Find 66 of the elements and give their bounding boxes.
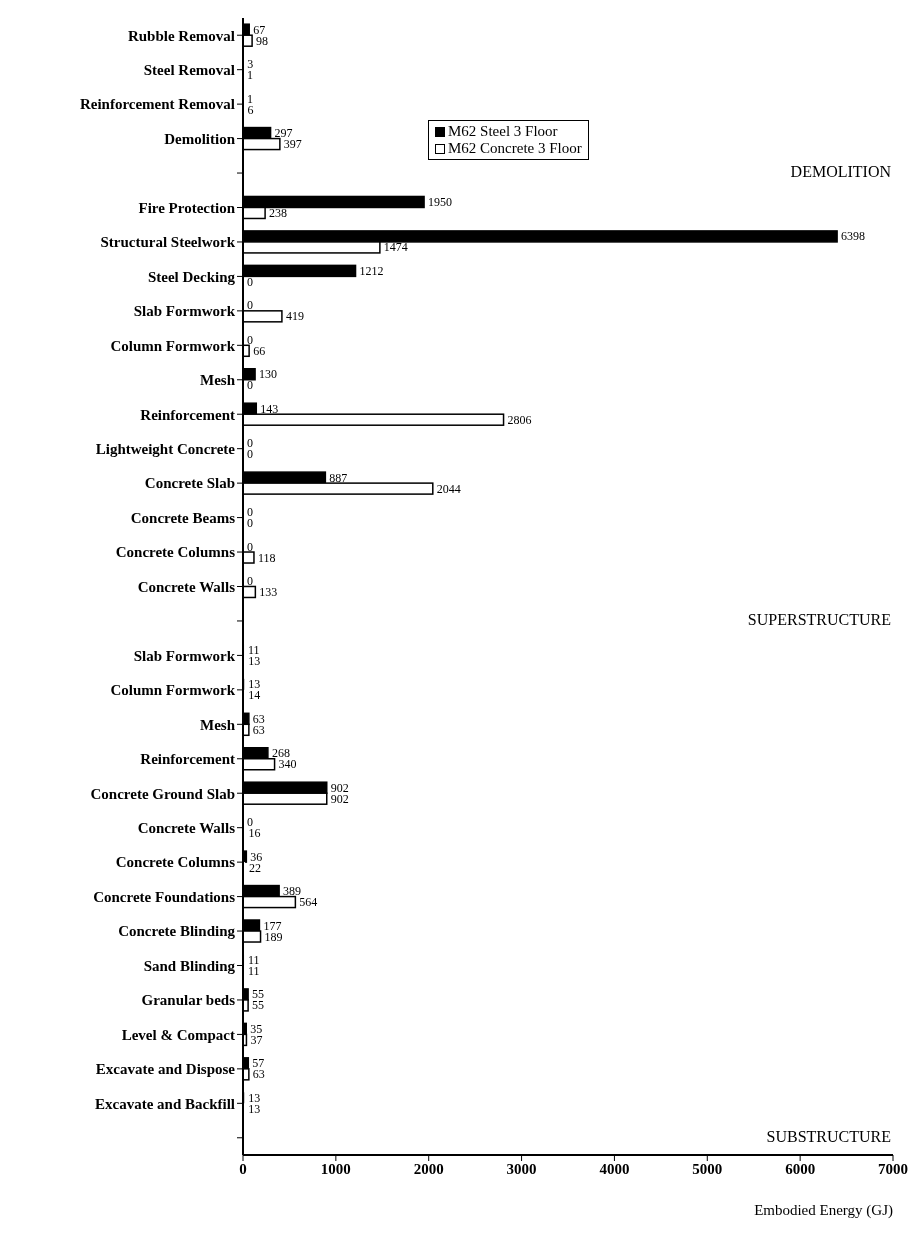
data-label: 143	[260, 401, 279, 416]
x-axis-title: Embodied Energy (GJ)	[754, 1202, 893, 1219]
data-label: 0	[247, 378, 253, 393]
annotation: SUPERSTRUCTURE	[747, 610, 891, 629]
x-tick-label: 7000	[878, 1160, 908, 1177]
x-tick-label: 1000	[320, 1160, 351, 1177]
y-tick-label: Excavate and Dispose	[95, 1061, 236, 1078]
y-tick-label: Steel Decking	[147, 268, 236, 285]
y-tick-label: Reinforcement	[140, 751, 235, 768]
legend-label: M62 Concrete 3 Floor	[448, 140, 582, 157]
y-tick-label: Demolition	[164, 130, 236, 147]
x-tick-label: 0	[239, 1160, 247, 1177]
y-tick-label: Sand Blinding	[143, 957, 236, 974]
data-label: 66	[253, 343, 266, 358]
y-tick-label: Reinforcement Removal	[79, 96, 235, 113]
y-tick-label: Concrete Slab	[144, 475, 235, 492]
data-label: 2044	[436, 481, 461, 496]
data-label: 238	[269, 205, 288, 220]
data-label: 419	[285, 309, 304, 324]
x-tick-label: 2000	[413, 1160, 444, 1177]
y-tick-label: Reinforcement	[140, 406, 235, 423]
y-tick-label: Slab Formwork	[133, 647, 236, 664]
data-label: 6398	[841, 229, 866, 244]
x-tick-label: 4000	[599, 1160, 630, 1177]
y-tick-label: Steel Removal	[143, 62, 235, 79]
x-tick-label: 5000	[692, 1160, 723, 1177]
data-label: 133	[259, 584, 278, 599]
y-tick-label: Lightweight Concrete	[95, 441, 236, 458]
x-tick-label: 6000	[785, 1160, 816, 1177]
y-tick-label: Excavate and Backfill	[94, 1095, 235, 1112]
data-label: 0	[247, 539, 253, 554]
y-tick-label: Rubble Removal	[127, 27, 235, 44]
y-tick-label: Mesh	[200, 716, 236, 733]
data-label: 2806	[507, 412, 532, 427]
y-tick-label: Concrete Ground Slab	[90, 785, 235, 802]
legend-label: M62 Steel 3 Floor	[448, 123, 558, 140]
data-label: 0	[247, 332, 253, 347]
data-label: 130	[259, 367, 278, 382]
y-tick-label: Concrete Columns	[115, 854, 236, 871]
y-tick-label: Structural Steelwork	[100, 234, 236, 251]
y-tick-label: Slab Formwork	[133, 303, 236, 320]
data-label: 1950	[428, 194, 453, 209]
annotation: DEMOLITION	[790, 163, 891, 182]
data-label: 0	[247, 274, 253, 289]
data-label: 118	[257, 550, 276, 565]
y-tick-label: Granular beds	[141, 992, 236, 1009]
y-tick-label: Concrete Beams	[130, 509, 236, 526]
data-label: 887	[329, 470, 348, 485]
y-tick-label: Mesh	[200, 372, 236, 389]
y-tick-label: Column Formwork	[110, 682, 236, 699]
y-tick-label: Fire Protection	[138, 199, 236, 216]
x-tick-label: 3000	[506, 1160, 537, 1177]
data-label: 0	[247, 298, 253, 313]
y-tick-label: Concrete Walls	[137, 578, 236, 595]
data-label: 564	[299, 895, 318, 910]
y-tick-label: Concrete Columns	[115, 544, 236, 561]
y-tick-label: Level & Compact	[121, 1026, 235, 1043]
data-label: 1474	[383, 240, 408, 255]
annotation: SUBSTRUCTURE	[766, 1127, 891, 1146]
data-label: 1212	[359, 263, 384, 278]
y-tick-label: Concrete Foundations	[93, 888, 236, 905]
data-label: 389	[283, 884, 302, 899]
data-label: 0	[247, 573, 253, 588]
y-tick-label: Column Formwork	[110, 337, 236, 354]
y-tick-label: Concrete Walls	[137, 820, 236, 837]
y-tick-label: Concrete Blinding	[118, 923, 236, 940]
